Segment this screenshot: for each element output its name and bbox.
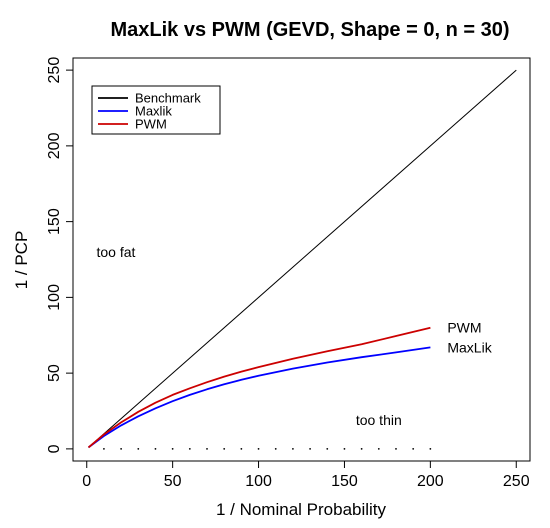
baseline-dot — [257, 447, 260, 450]
x-tick-label: 100 — [245, 473, 272, 490]
x-axis-label: 1 / Nominal Probability — [216, 500, 387, 519]
chart-title: MaxLik vs PWM (GEVD, Shape = 0, n = 30) — [110, 19, 509, 41]
series-line-pwm — [87, 326, 431, 449]
baseline-dot — [120, 447, 123, 450]
legend-box — [91, 85, 221, 135]
y-tick-label: 250 — [46, 57, 63, 84]
x-tick-label: 250 — [503, 473, 530, 490]
baseline-dot — [429, 447, 432, 450]
y-axis: 0 50 100 150 200 250 — [46, 57, 73, 453]
annotation-text: too fat — [96, 244, 135, 260]
baseline-dot — [343, 447, 346, 450]
baseline-dot — [240, 447, 243, 450]
y-axis-label: 1 / PCP — [12, 231, 31, 290]
baseline-dot — [309, 447, 311, 450]
dotted-baseline — [103, 447, 432, 450]
baseline-dot — [360, 447, 363, 450]
y-tick-label: 100 — [46, 284, 63, 311]
baseline-dot — [206, 447, 208, 450]
legend-label: Benchmark — [135, 91, 201, 106]
series-line-benchmark — [88, 69, 517, 448]
legend-label: PWM — [135, 117, 167, 132]
series-end-label: PWM — [447, 320, 481, 336]
baseline-dot — [326, 447, 329, 450]
series-line-maxlik — [87, 346, 431, 449]
y-tick-label: 50 — [46, 364, 63, 382]
baseline-dot — [171, 447, 174, 450]
baseline-dot — [292, 447, 294, 450]
annotations: too fat too thin — [96, 244, 401, 428]
x-tick-label: 200 — [417, 473, 444, 490]
baseline-dot — [274, 447, 277, 450]
series-end-labels: MaxLik PWM — [447, 320, 492, 356]
annotation-text: too thin — [356, 412, 402, 428]
y-tick-label: 0 — [46, 444, 63, 453]
y-tick-label: 150 — [46, 208, 63, 235]
baseline-dot — [223, 447, 226, 450]
x-tick-label: 150 — [331, 473, 358, 490]
x-tick-label: 0 — [82, 473, 91, 490]
baseline-dot — [188, 447, 191, 450]
baseline-dot — [395, 447, 397, 450]
series-end-label: MaxLik — [447, 339, 492, 355]
baseline-dot — [412, 447, 415, 450]
baseline-dot — [137, 447, 140, 450]
baseline-dot — [154, 447, 157, 450]
baseline-dot — [377, 447, 380, 450]
legend-label: Maxlik — [135, 104, 172, 119]
series-lines — [87, 69, 517, 449]
baseline-dot — [103, 447, 105, 450]
x-tick-label: 50 — [164, 473, 182, 490]
y-tick-label: 200 — [46, 132, 63, 159]
x-axis: 0 50 100 150 200 250 — [82, 460, 530, 490]
